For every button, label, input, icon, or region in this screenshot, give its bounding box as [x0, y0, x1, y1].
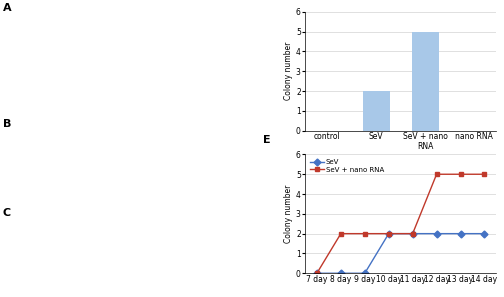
SeV + nano RNA [410, 232, 416, 236]
Y-axis label: Colony number: Colony number [284, 185, 293, 243]
Text: A: A [3, 3, 12, 13]
Line: SeV + nano RNA: SeV + nano RNA [314, 172, 487, 276]
SeV [338, 271, 344, 275]
Line: SeV: SeV [314, 231, 487, 276]
SeV + nano RNA [362, 232, 368, 236]
Text: C: C [3, 208, 11, 218]
Bar [363, 91, 390, 131]
Legend: SeV, SeV + nano RNA: SeV, SeV + nano RNA [308, 158, 386, 174]
SeV [458, 232, 464, 236]
Text: B: B [3, 119, 11, 129]
SeV [481, 232, 487, 236]
Bar [412, 32, 438, 131]
SeV + nano RNA [433, 173, 439, 176]
Text: E: E [263, 135, 271, 145]
SeV + nano RNA [314, 271, 320, 275]
SeV + nano RNA [481, 173, 487, 176]
SeV [410, 232, 416, 236]
SeV [314, 271, 320, 275]
Y-axis label: Colony number: Colony number [284, 42, 293, 100]
SeV [433, 232, 439, 236]
SeV + nano RNA [338, 232, 344, 236]
SeV [362, 271, 368, 275]
SeV + nano RNA [458, 173, 464, 176]
SeV + nano RNA [386, 232, 392, 236]
SeV [386, 232, 392, 236]
Text: D: D [263, 0, 272, 2]
